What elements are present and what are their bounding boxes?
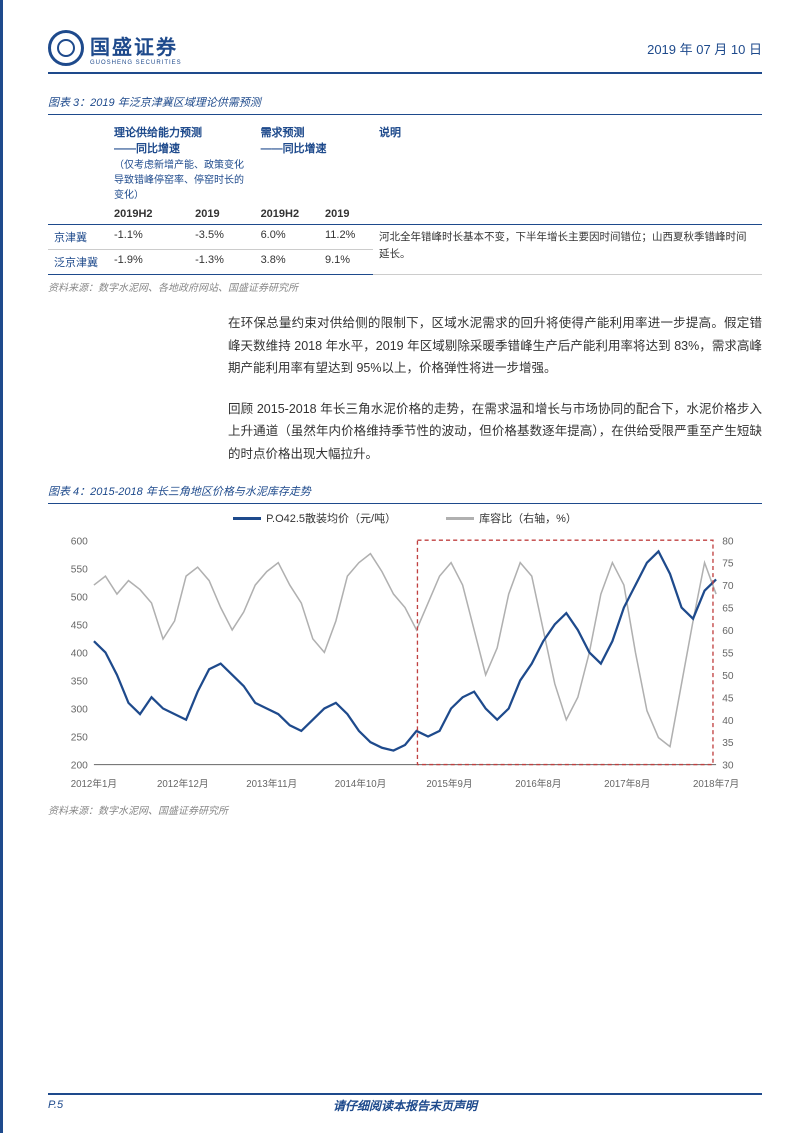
svg-text:2014年10月: 2014年10月 (335, 777, 387, 790)
price-stock-chart: 200 250 300 350 400 450 500 550 600 30 35 40 45 50 55 6… (48, 530, 762, 798)
page-header: 国盛证券 GUOSHENG SECURITIES 2019 年 07 月 10 … (48, 30, 762, 74)
svg-text:40: 40 (722, 716, 734, 727)
svg-text:550: 550 (71, 564, 88, 575)
svg-text:2017年8月: 2017年8月 (604, 777, 650, 790)
th-demand-sub: ——同比增速 (261, 140, 367, 156)
logo: 国盛证券 GUOSHENG SECURITIES (48, 30, 182, 66)
th-supply: 理论供给能力预测 (114, 124, 249, 140)
svg-text:70: 70 (722, 581, 734, 592)
svg-text:400: 400 (71, 648, 88, 659)
report-date: 2019 年 07 月 10 日 (647, 39, 762, 58)
th-supply-note: （仅考虑新增产能、政策变化导致错峰停窑率、停窑时长的变化） (114, 156, 249, 201)
paragraph-2: 回顾 2015-2018 年长三角水泥价格的走势，在需求温和增长与市场协同的配合… (228, 398, 762, 466)
legend-price: P.O42.5散装均价（元/吨） (266, 510, 396, 526)
region: 泛京津冀 (48, 250, 108, 275)
svg-text:60: 60 (722, 626, 734, 637)
svg-text:30: 30 (722, 761, 734, 772)
col-h: 2019H2 (255, 204, 319, 225)
svg-text:2015年9月: 2015年9月 (426, 777, 472, 790)
svg-text:75: 75 (722, 559, 734, 570)
page-footer: P.5 请仔细阅读本报告末页声明 (48, 1093, 762, 1111)
cell: -1.3% (189, 250, 254, 275)
cell: -1.1% (108, 225, 189, 250)
svg-text:600: 600 (71, 536, 88, 547)
fig3-title: 图表 3：2019 年泛京津冀区域理论供需预测 (48, 94, 762, 110)
svg-text:500: 500 (71, 592, 88, 603)
cell: 6.0% (255, 225, 319, 250)
fig4-title: 图表 4：2015-2018 年长三角地区价格与水泥库存走势 (48, 483, 762, 499)
th-supply-sub: ——同比增速 (114, 140, 249, 156)
cell: 11.2% (319, 225, 373, 250)
svg-text:300: 300 (71, 705, 88, 716)
fig3-source: 资料来源：数字水泥网、各地政府网站、国盛证券研究所 (48, 279, 762, 294)
cell: -3.5% (189, 225, 254, 250)
svg-text:50: 50 (722, 671, 734, 682)
th-demand: 需求预测 (261, 124, 367, 140)
svg-text:65: 65 (722, 604, 734, 615)
chart-legend: P.O42.5散装均价（元/吨） 库容比（右轴，%） (48, 510, 762, 526)
cell: 3.8% (255, 250, 319, 275)
th-desc: 说明 (373, 121, 762, 204)
table-supply-demand: 理论供给能力预测 ——同比增速 （仅考虑新增产能、政策变化导致错峰停窑率、停窑时… (48, 121, 762, 275)
svg-text:200: 200 (71, 761, 88, 772)
svg-text:35: 35 (722, 738, 734, 749)
svg-text:2013年11月: 2013年11月 (246, 777, 297, 790)
legend-stock: 库容比（右轴，%） (479, 510, 577, 526)
col-h: 2019H2 (108, 204, 189, 225)
desc: 河北全年错峰时长基本不变，下半年增长主要因时间错位；山西夏秋季错峰时间延长。 (373, 225, 762, 275)
paragraph-1: 在环保总量约束对供给侧的限制下，区域水泥需求的回升将使得产能利用率进一步提高。假… (228, 312, 762, 380)
cell: 9.1% (319, 250, 373, 275)
svg-text:55: 55 (722, 648, 734, 659)
svg-text:80: 80 (722, 536, 734, 547)
company-name-en: GUOSHENG SECURITIES (90, 60, 182, 66)
page-number: P.5 (48, 1099, 63, 1111)
logo-icon (48, 30, 84, 66)
cell: -1.9% (108, 250, 189, 275)
col-h: 2019 (189, 204, 254, 225)
svg-text:450: 450 (71, 620, 88, 631)
svg-text:45: 45 (722, 693, 734, 704)
footer-disclaimer: 请仔细阅读本报告末页声明 (333, 1097, 477, 1114)
region: 京津冀 (48, 225, 108, 250)
company-name-cn: 国盛证券 (90, 31, 182, 60)
svg-text:350: 350 (71, 677, 88, 688)
col-h: 2019 (319, 204, 373, 225)
fig4-source: 资料来源：数字水泥网、国盛证券研究所 (48, 802, 762, 817)
svg-text:2012年12月: 2012年12月 (157, 777, 209, 790)
svg-text:2018年7月: 2018年7月 (693, 777, 739, 790)
svg-text:2012年1月: 2012年1月 (71, 777, 117, 790)
svg-text:2016年8月: 2016年8月 (515, 777, 561, 790)
svg-text:250: 250 (71, 733, 88, 744)
